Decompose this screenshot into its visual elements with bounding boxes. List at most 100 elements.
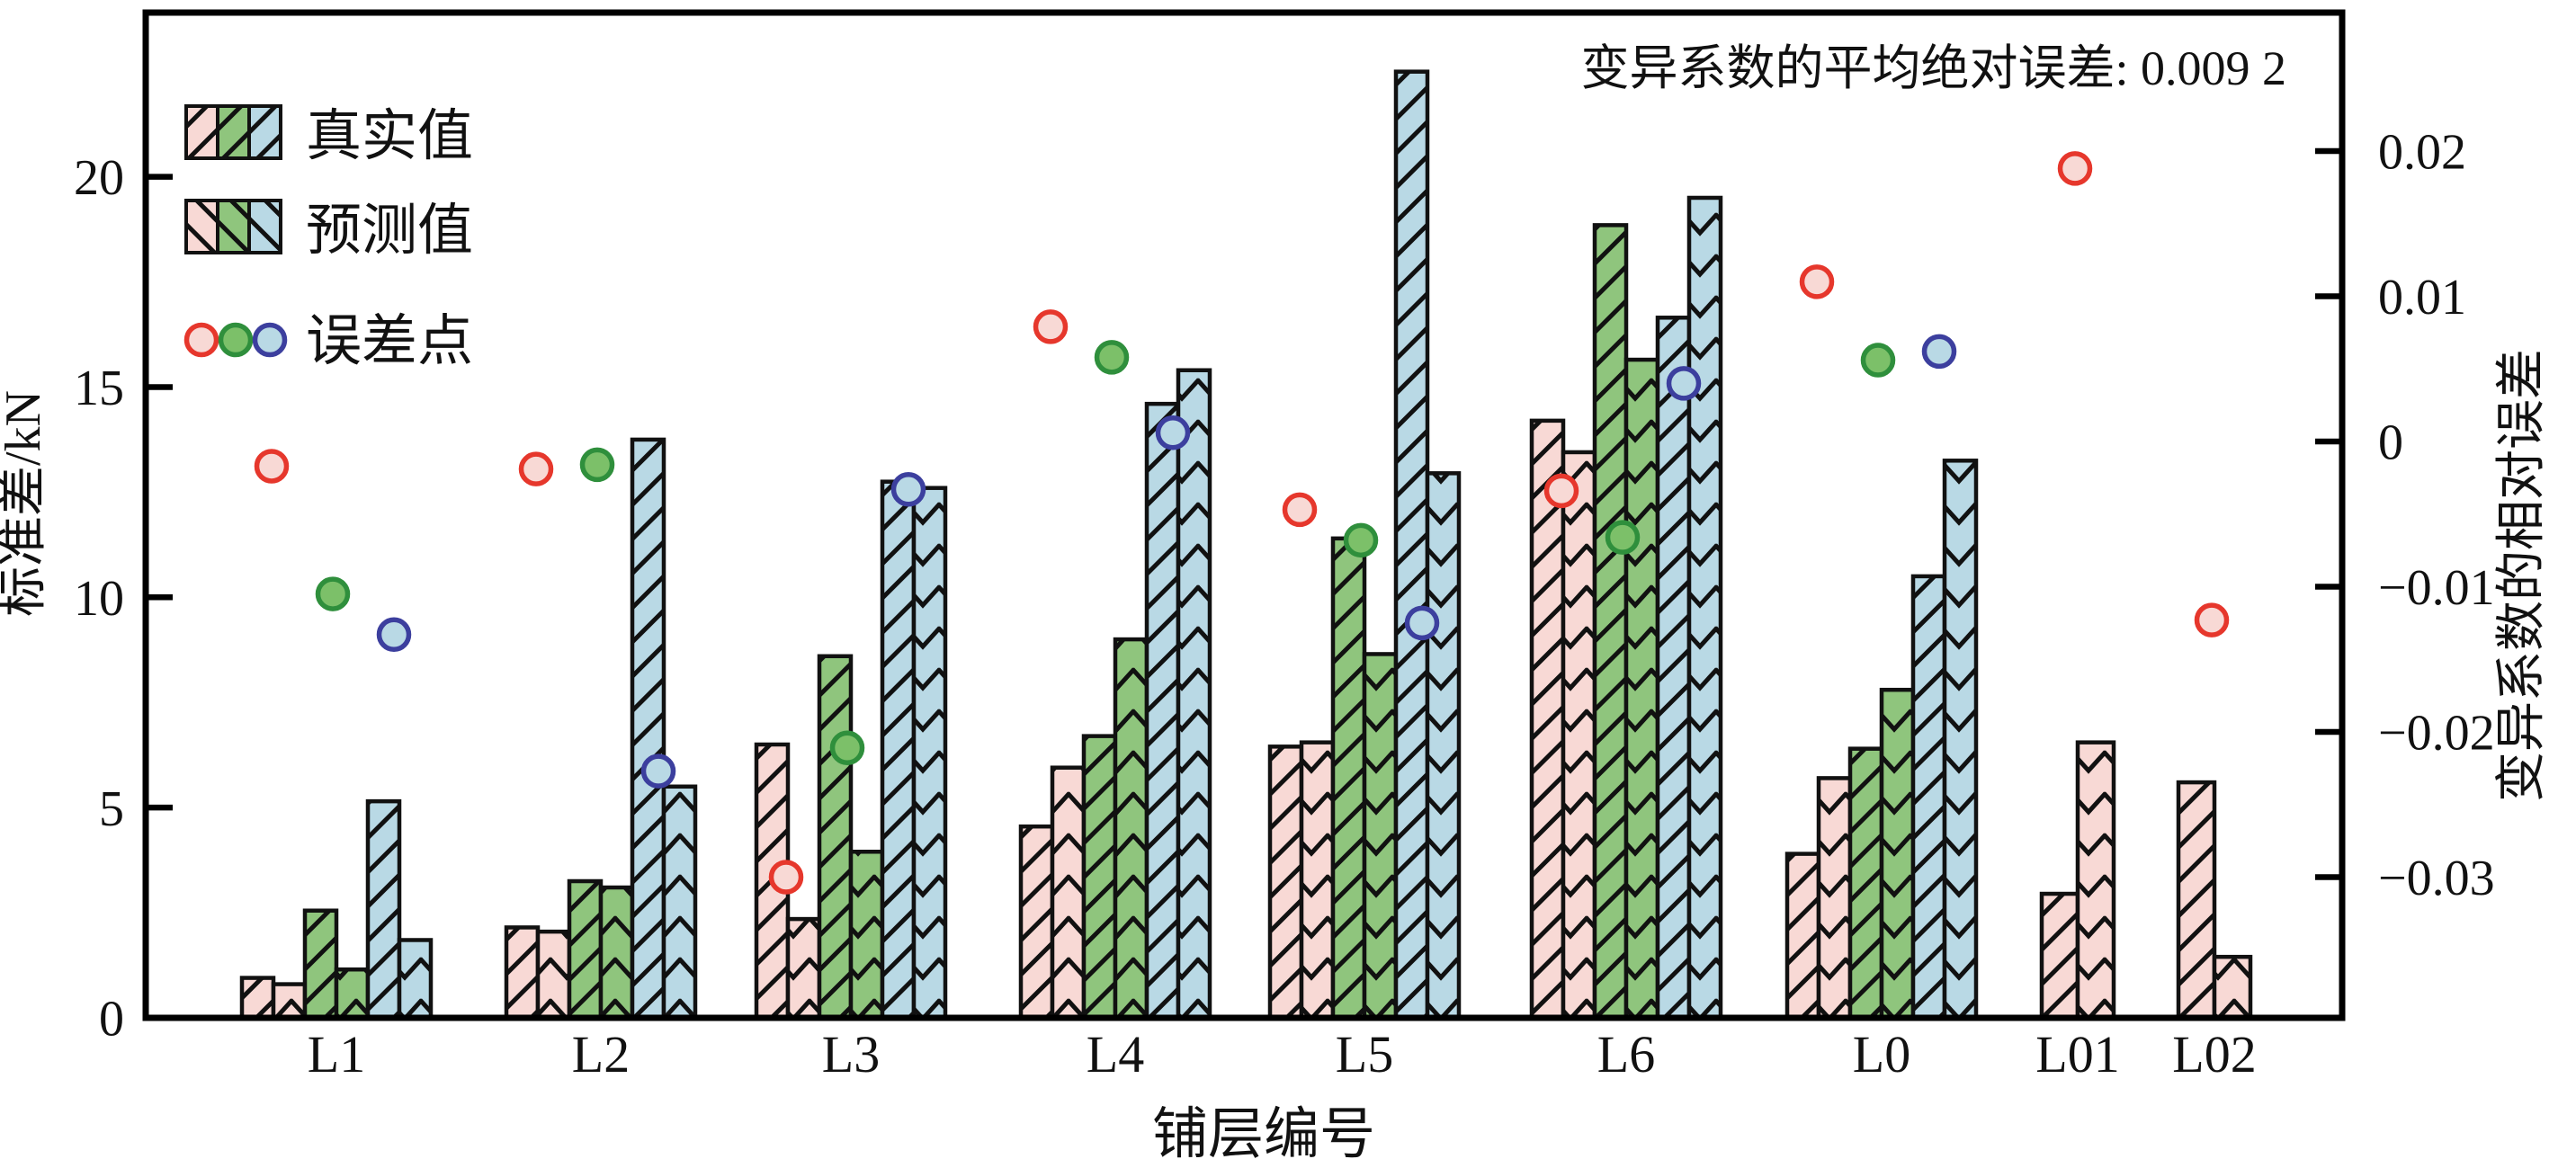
legend-swatch bbox=[216, 104, 251, 160]
bar-blue-true-L6 bbox=[1655, 316, 1692, 1021]
legend-swatch bbox=[216, 199, 251, 254]
legend-label-pred: 预测值 bbox=[306, 201, 473, 262]
bar-green-pred-L1 bbox=[334, 967, 371, 1021]
category-label-L5: L5 bbox=[1336, 1025, 1393, 1083]
error-green-L6 bbox=[1605, 520, 1641, 555]
legend-swatch bbox=[247, 104, 282, 160]
legend-label-true: 真实值 bbox=[306, 106, 473, 167]
error-green-L2 bbox=[579, 447, 615, 483]
legend-swatches bbox=[183, 104, 288, 358]
legend-error-circle bbox=[218, 322, 254, 358]
bar-pink-true-L1 bbox=[239, 976, 276, 1021]
left-axis-title: 标准差/kN bbox=[0, 390, 51, 617]
bar-pink-pred-L02 bbox=[2212, 954, 2253, 1021]
legend-swatch bbox=[184, 199, 219, 254]
bar-pink-pred-L3 bbox=[785, 916, 822, 1021]
error-blue-L4 bbox=[1155, 415, 1191, 450]
bar-green-pred-L5 bbox=[1362, 652, 1399, 1021]
error-red-L02 bbox=[2194, 602, 2230, 637]
bar-pink-pred-L6 bbox=[1561, 450, 1597, 1021]
category-label-L0: L0 bbox=[1853, 1025, 1910, 1083]
bar-green-pred-L6 bbox=[1623, 357, 1660, 1021]
bars-layer bbox=[239, 69, 2253, 1021]
bar-pink-pred-L2 bbox=[535, 929, 572, 1021]
error-blue-L5 bbox=[1404, 605, 1440, 641]
error-red-L6 bbox=[1543, 473, 1579, 509]
left-tick-10: 10 bbox=[74, 571, 124, 627]
error-red-L2 bbox=[518, 451, 554, 486]
bar-pink-true-L5 bbox=[1267, 744, 1304, 1021]
bar-pink-true-L0 bbox=[1784, 851, 1821, 1021]
legend-error-circle bbox=[183, 322, 219, 358]
bar-green-pred-L3 bbox=[848, 850, 885, 1021]
bar-pink-pred-L1 bbox=[271, 982, 308, 1021]
bar-pink-pred-L4 bbox=[1050, 765, 1087, 1021]
error-red-L01 bbox=[2057, 151, 2093, 186]
right-tick-0: 0 bbox=[2378, 415, 2403, 471]
bar-blue-pred-L4 bbox=[1176, 368, 1212, 1021]
error-blue-L3 bbox=[890, 472, 926, 507]
category-label-L1: L1 bbox=[308, 1025, 365, 1083]
bar-blue-pred-L1 bbox=[397, 938, 434, 1021]
bar-blue-true-L2 bbox=[630, 437, 666, 1021]
error-blue-L2 bbox=[640, 753, 676, 789]
category-label-L01: L01 bbox=[2035, 1025, 2119, 1083]
error-red-L0 bbox=[1799, 264, 1835, 299]
right-tick--0.02: −0.02 bbox=[2378, 706, 2495, 762]
error-red-L5 bbox=[1282, 492, 1318, 528]
error-blue-L0 bbox=[1921, 334, 1957, 370]
right-tick-0.01: 0.01 bbox=[2378, 270, 2466, 325]
bar-green-true-L4 bbox=[1081, 734, 1118, 1021]
left-tick-0: 0 bbox=[99, 992, 124, 1048]
error-blue-L6 bbox=[1666, 366, 1702, 401]
bar-green-true-L3 bbox=[817, 654, 854, 1021]
bar-green-true-L0 bbox=[1847, 746, 1884, 1021]
bar-blue-pred-L2 bbox=[661, 784, 698, 1021]
bar-blue-true-L4 bbox=[1144, 401, 1181, 1021]
bar-blue-true-L0 bbox=[1910, 574, 1947, 1021]
bar-pink-true-L02 bbox=[2176, 780, 2217, 1021]
bar-blue-pred-L3 bbox=[911, 486, 948, 1021]
right-tick-0.02: 0.02 bbox=[2378, 125, 2466, 181]
x-axis-title: 铺层编号 bbox=[1152, 1104, 1375, 1165]
plot-frame bbox=[142, 9, 2346, 1021]
error-green-L4 bbox=[1094, 340, 1130, 375]
bar-pink-true-L6 bbox=[1529, 418, 1566, 1021]
left-tick-5: 5 bbox=[99, 781, 124, 837]
category-label-L6: L6 bbox=[1597, 1025, 1655, 1083]
error-green-L3 bbox=[829, 730, 865, 766]
error-blue-L1 bbox=[376, 617, 412, 653]
bar-green-pred-L4 bbox=[1113, 637, 1149, 1021]
legend-error-circle bbox=[252, 322, 288, 358]
legend-label-error: 误差点 bbox=[306, 311, 473, 372]
error-green-L1 bbox=[315, 576, 351, 611]
annotation-text: 变异系数的平均绝对误差: 0.009 2 bbox=[1580, 41, 2286, 95]
category-label-L3: L3 bbox=[822, 1025, 880, 1083]
bar-blue-pred-L0 bbox=[1942, 459, 1979, 1021]
axis-ticks bbox=[146, 147, 2342, 1021]
bar-green-pred-L2 bbox=[598, 885, 635, 1021]
bar-blue-true-L1 bbox=[365, 798, 402, 1021]
right-tick--0.03: −0.03 bbox=[2378, 851, 2495, 906]
bar-blue-pred-L5 bbox=[1425, 471, 1462, 1021]
legend-swatch bbox=[247, 199, 282, 254]
error-green-L0 bbox=[1860, 343, 1896, 378]
bar-blue-true-L3 bbox=[880, 479, 917, 1021]
error-green-L5 bbox=[1343, 522, 1379, 558]
bar-green-pred-L0 bbox=[1879, 687, 1916, 1021]
category-label-L2: L2 bbox=[572, 1025, 630, 1083]
error-red-L4 bbox=[1033, 309, 1069, 344]
right-tick--0.01: −0.01 bbox=[2378, 560, 2495, 616]
left-tick-15: 15 bbox=[74, 361, 124, 416]
error-red-L3 bbox=[768, 860, 804, 895]
bar-pink-pred-L5 bbox=[1299, 740, 1336, 1021]
category-label-L4: L4 bbox=[1087, 1025, 1144, 1083]
bar-blue-true-L5 bbox=[1393, 69, 1430, 1021]
category-label-L02: L02 bbox=[2172, 1025, 2256, 1083]
bar-pink-pred-L01 bbox=[2075, 740, 2116, 1021]
bar-green-true-L1 bbox=[302, 908, 339, 1021]
legend-swatch bbox=[184, 104, 219, 160]
bar-green-true-L5 bbox=[1330, 536, 1367, 1021]
